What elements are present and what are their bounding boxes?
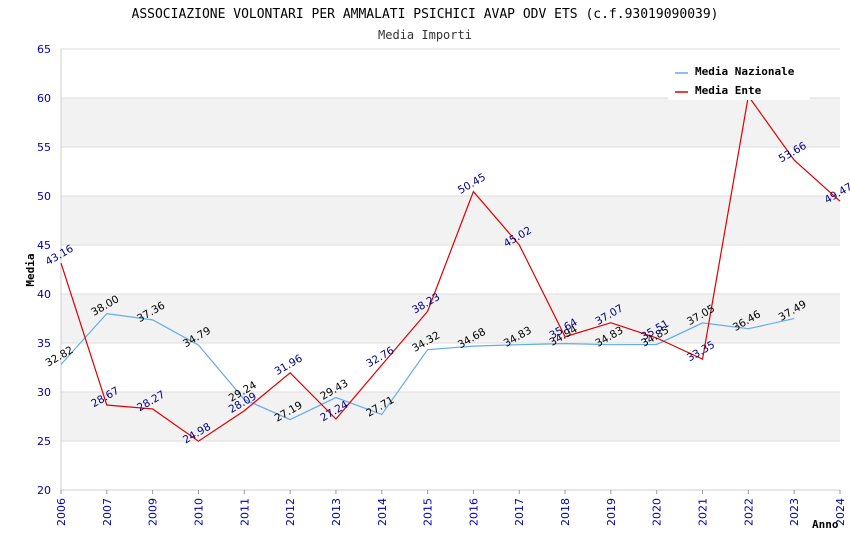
x-axis-label: Anno: [812, 518, 839, 531]
y-tick-label: 50: [37, 190, 51, 203]
x-tick-label: 2012: [284, 498, 297, 526]
x-tick-label: 2014: [376, 498, 389, 526]
x-tick-label: 2015: [422, 498, 435, 526]
y-axis-label: Media: [24, 253, 37, 286]
y-axis-ticks: 20 25 30 35 40 45 50 55 60 65: [37, 43, 51, 497]
plot-background: [61, 49, 840, 490]
x-tick-label: 2018: [559, 498, 572, 526]
legend-box: [668, 58, 810, 100]
x-tick-label: 2013: [330, 498, 343, 526]
legend-label-media-ente: Media Ente: [695, 84, 762, 97]
y-tick-label: 35: [37, 337, 51, 350]
series-lines: [60, 94, 841, 442]
y-tick-label: 20: [37, 484, 51, 497]
series-line-media-nazionale: [60, 312, 795, 421]
x-tick-label: 2006: [55, 498, 68, 526]
legend: Media Nazionale Media Ente: [668, 58, 810, 100]
grid-band: [61, 294, 840, 343]
series-line-media-ente: [60, 94, 841, 442]
legend-label-media-nazionale: Media Nazionale: [695, 65, 795, 78]
y-tick-label: 30: [37, 386, 51, 399]
grid-band: [61, 98, 840, 147]
chart-subtitle: Media Importi: [378, 28, 472, 42]
y-tick-label: 55: [37, 141, 51, 154]
x-tick-label: 2020: [651, 498, 664, 526]
x-tick-label: 2010: [192, 498, 205, 526]
grid-band: [61, 392, 840, 441]
x-tick-label: 2011: [238, 498, 251, 526]
x-tick-label: 2022: [742, 498, 755, 526]
x-tick-label: 2016: [467, 498, 480, 526]
x-tick-label: 2021: [697, 498, 710, 526]
gridlines: [60, 48, 840, 491]
y-tick-label: 45: [37, 239, 51, 252]
y-tick-label: 65: [37, 43, 51, 56]
x-axis-ticks: 2006 2007 2009 2010 2011 2012 2013 2014 2015 2016…: [55, 490, 847, 526]
chart-title: ASSOCIAZIONE VOLONTARI PER AMMALATI PSIC…: [132, 7, 719, 22]
y-tick-label: 25: [37, 435, 51, 448]
x-tick-label: 2007: [101, 498, 114, 526]
x-tick-label: 2017: [513, 498, 526, 526]
y-tick-label: 40: [37, 288, 51, 301]
y-tick-label: 60: [37, 92, 51, 105]
x-tick-label: 2023: [788, 498, 801, 526]
x-tick-label: 2019: [605, 498, 618, 526]
grid-band: [61, 196, 840, 245]
x-tick-label: 2009: [147, 498, 160, 526]
x-tick-label: 2024: [834, 498, 847, 526]
